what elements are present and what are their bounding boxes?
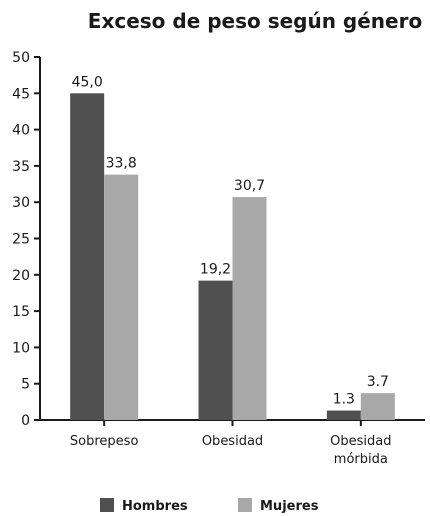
y-tick-label: 15: [12, 304, 30, 320]
y-tick-label: 35: [12, 159, 30, 175]
axes: 0 5 10 15 20 25 30 35 40 45 50 Sobrepeso Obesidad Obe…: [12, 50, 425, 467]
y-tick-label: 50: [12, 50, 30, 66]
bar-mujeres: [360, 393, 395, 420]
data-label: 1.3: [333, 392, 355, 408]
y-tick-label: 10: [12, 340, 30, 356]
y-tick-label: 0: [21, 413, 30, 429]
chart-title: Exceso de peso según género: [88, 9, 422, 33]
data-label: 19,2: [200, 262, 231, 278]
x-category-label: Obesidad: [202, 434, 263, 449]
legend-swatch: [238, 498, 252, 512]
x-category-label: mórbida: [334, 452, 388, 467]
y-tick-label: 5: [21, 377, 30, 393]
data-label: 30,7: [234, 178, 265, 194]
legend-label: Hombres: [122, 499, 188, 514]
legend-swatch: [100, 498, 114, 512]
y-tick-label: 45: [12, 86, 30, 102]
legend-label: Mujeres: [260, 499, 319, 514]
y-tick-label: 30: [12, 195, 30, 211]
bar-mujeres: [232, 197, 267, 420]
data-label: 45,0: [72, 74, 103, 90]
legend: Hombres Mujeres: [100, 498, 319, 514]
y-tick-label: 40: [12, 123, 30, 139]
x-category-label: Sobrepeso: [70, 434, 139, 449]
data-label: 3.7: [367, 374, 389, 390]
bar-hombres: [70, 93, 105, 421]
bar-hombres: [326, 410, 361, 420]
x-category-label: Obesidad: [330, 434, 391, 449]
bars: 45,0 33,8 19,2 30,7 1.3 3.7: [70, 74, 395, 421]
y-tick-label: 25: [12, 232, 30, 248]
bar-mujeres: [104, 174, 139, 420]
bar-hombres: [198, 280, 233, 420]
data-label: 33,8: [106, 156, 137, 172]
y-tick-label: 20: [12, 268, 30, 284]
